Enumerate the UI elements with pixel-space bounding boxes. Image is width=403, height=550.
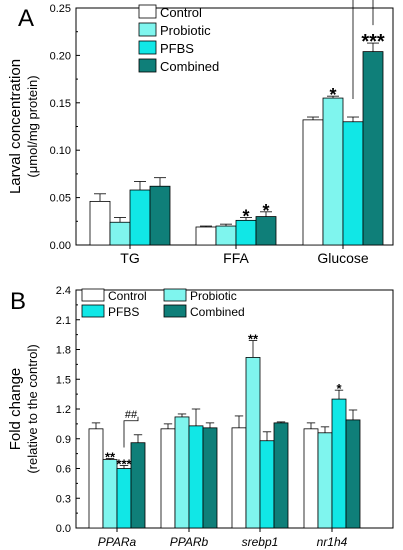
bar-probiotic	[317, 432, 333, 529]
legend-label-control: Control	[108, 289, 147, 303]
panel-label: A	[18, 5, 34, 32]
y-tick-label: 0.25	[50, 3, 71, 15]
y-axis-label-line2: (μmol/mg protein)	[25, 75, 40, 177]
legend-swatch-control	[138, 4, 157, 19]
y-tick-label: 1.8	[56, 345, 71, 357]
y-tick-label: 0.15	[50, 98, 71, 110]
bar-control	[195, 226, 217, 246]
bar-control	[303, 428, 319, 529]
y-tick-label: 0.9	[56, 434, 71, 446]
bar-probiotic	[174, 416, 190, 529]
panel-a: 0.00 0.05 0.10 0.15 0.20 0.25 Larval concentra…	[7, 0, 394, 266]
significance-star: *	[242, 207, 249, 227]
bar-combined	[130, 442, 146, 529]
y-tick-label: 0.3	[56, 493, 71, 505]
y-axis-label-line1: Fold change	[7, 368, 24, 451]
legend-label-combined: Combined	[160, 59, 219, 74]
legend-swatch-combined	[138, 58, 157, 73]
bar-pfbs	[129, 189, 151, 246]
bar-combined	[273, 422, 289, 529]
significance-bracket	[123, 416, 139, 448]
bar-pfbs	[259, 440, 275, 529]
significance-bracket	[352, 0, 374, 100]
x-tick-label: srebp1	[242, 535, 279, 549]
y-tick-label: 2.1	[56, 315, 71, 327]
legend-label-pfbs: PFBS	[160, 41, 194, 56]
y-tick-label: 0.10	[50, 145, 71, 157]
legend-label-probiotic: Probiotic	[190, 289, 237, 303]
bar-combined	[149, 185, 171, 246]
significance-star: ***	[116, 457, 132, 472]
y-tick-label: 0.05	[50, 193, 71, 205]
legend-swatch-combined	[163, 304, 187, 318]
significance-star: *	[336, 381, 342, 396]
bar-control	[231, 427, 247, 529]
significance-star: ***	[361, 31, 385, 53]
legend-swatch-control	[81, 288, 105, 302]
bar-probiotic	[245, 357, 261, 529]
y-tick-label: 1.2	[56, 404, 71, 416]
legend-swatch-pfbs	[81, 304, 105, 318]
bar-pfbs	[188, 425, 204, 529]
significance-star: *	[262, 201, 269, 221]
y-tick-label: 0.0	[56, 523, 71, 535]
legend-swatch-probiotic	[138, 22, 157, 37]
x-tick-label: FFA	[223, 250, 249, 266]
bar-control	[160, 428, 176, 529]
y-tick-label: 0.20	[50, 50, 71, 62]
x-tick-label: Glucose	[317, 250, 369, 266]
bar-control	[88, 428, 104, 529]
bar-pfbs	[331, 398, 347, 529]
bar-control	[89, 200, 111, 246]
bar-control	[302, 119, 324, 246]
panel-label: B	[10, 288, 26, 315]
bar-pfbs	[342, 121, 364, 246]
panel-b: 0.0 0.3 0.6 0.9 1.2 1.5 1.8 2.1 2.4 Fold change (r…	[7, 285, 394, 549]
x-tick-label: nr1h4	[317, 535, 348, 549]
bar-combined	[345, 419, 361, 529]
significance-star: **	[248, 332, 259, 347]
bar-probiotic	[102, 459, 118, 529]
legend-label-combined: Combined	[190, 305, 245, 319]
bar-probiotic	[322, 97, 344, 246]
bar-pfbs	[116, 468, 132, 529]
bar-combined	[362, 51, 384, 246]
x-tick-label: PPARb	[170, 535, 209, 549]
y-tick-label: 0.6	[56, 464, 71, 476]
bar-probiotic	[109, 221, 131, 246]
significance-star: *	[329, 85, 336, 105]
y-tick-label: 1.5	[56, 374, 71, 386]
y-axis-label-line2: (relative to the control)	[25, 344, 40, 473]
y-tick-label: 2.4	[56, 285, 71, 297]
legend-swatch-pfbs	[138, 40, 157, 55]
legend-swatch-probiotic	[163, 288, 187, 302]
legend-label-pfbs: PFBS	[108, 305, 139, 319]
bar-combined	[202, 427, 218, 529]
y-axis-label-line1: Larval concentration	[7, 59, 24, 194]
legend-label-control: Control	[160, 5, 202, 20]
bar-probiotic	[215, 225, 237, 246]
y-tick-label: 0.00	[50, 240, 71, 252]
x-tick-label: PPARa	[98, 535, 137, 549]
legend-label-probiotic: Probiotic	[160, 23, 211, 38]
significance-star: **	[105, 450, 116, 465]
x-tick-label: TG	[120, 250, 139, 266]
significance-hash: ##	[125, 409, 138, 421]
